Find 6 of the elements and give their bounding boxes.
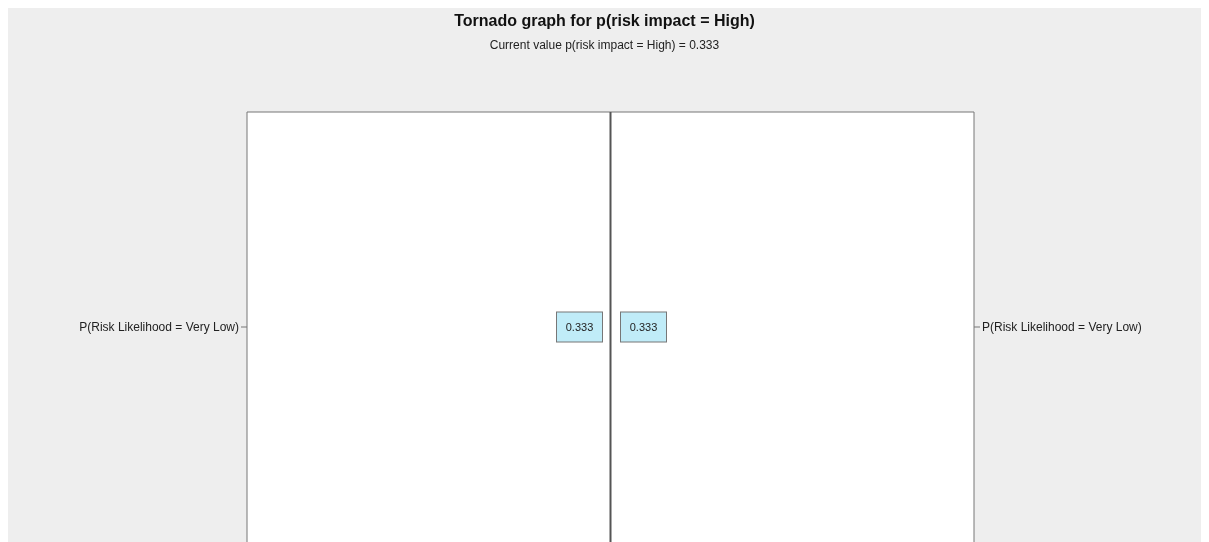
text: Tornado graph for p(risk impact = High) [453,12,756,30]
category-label: P(Risk Likelihood = Very Low) [79,320,239,335]
data-label: 0.333 [565,321,594,333]
data-label: 0.333 [629,321,658,333]
category-label: P(Risk Likelihood = Very Low) [982,320,1142,335]
text: Current value p(risk impact = High) = 0.333 [488,38,721,52]
